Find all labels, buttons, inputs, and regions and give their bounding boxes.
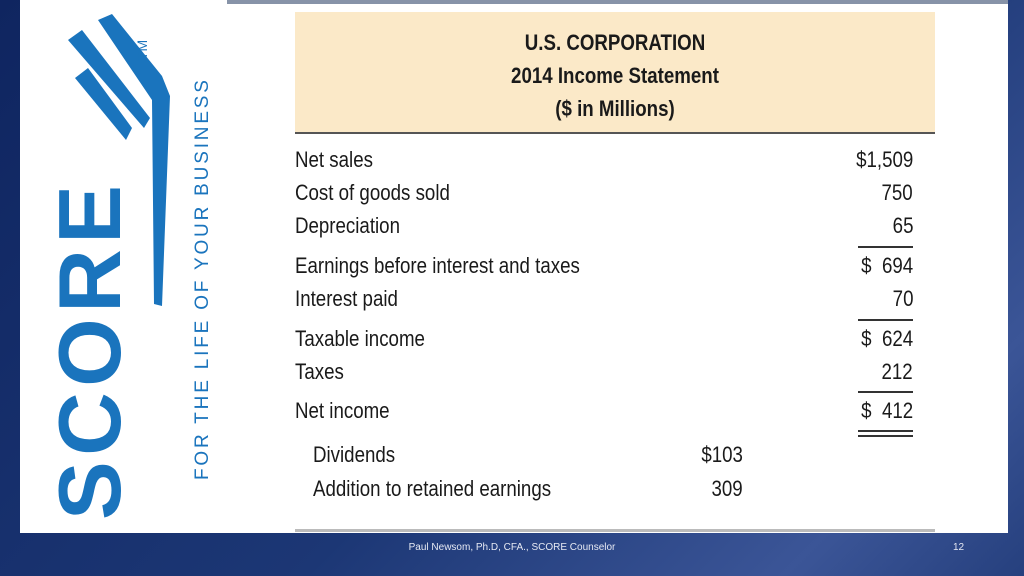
page-number: 12	[953, 542, 965, 553]
total-double-rule	[858, 430, 913, 432]
row-value: 309	[711, 476, 743, 501]
statement-title: U.S. CORPORATION	[524, 30, 706, 55]
income-statement: U.S. CORPORATION 2014 Income Statement (…	[227, 0, 1008, 533]
row-label: Taxable income	[295, 326, 425, 351]
row-label: Cost of goods sold	[295, 180, 450, 205]
row-label: Dividends	[313, 442, 396, 467]
row-dividends: Dividends $103	[295, 442, 913, 468]
statement-subtitle: 2014 Income Statement	[511, 63, 719, 88]
subtotal-rule	[858, 391, 913, 393]
row-cogs: Cost of goods sold 750	[295, 180, 913, 206]
logo-text: SCORE	[40, 185, 139, 520]
row-label: Taxes	[295, 359, 344, 384]
row-value: 65	[892, 213, 913, 238]
logo-panel: SCORE FOR THE LIFE OF YOUR BUSINESS TM	[20, 0, 227, 533]
row-value: $ 694	[861, 253, 913, 278]
logo-tm: TM	[134, 40, 150, 60]
subtotal-rule	[858, 319, 913, 321]
subtotal-rule	[858, 246, 913, 248]
row-depreciation: Depreciation 65	[295, 213, 913, 239]
row-label: Addition to retained earnings	[313, 476, 552, 501]
logo-tagline: FOR THE LIFE OF YOUR BUSINESS	[192, 80, 213, 480]
row-value: 70	[892, 286, 913, 311]
row-net-income: Net income $ 412	[295, 398, 913, 424]
row-retained-earnings: Addition to retained earnings 309	[295, 476, 913, 502]
row-taxes: Taxes 212	[295, 359, 913, 385]
row-label: Interest paid	[295, 286, 398, 311]
score-logo: SCORE FOR THE LIFE OF YOUR BUSINESS TM	[40, 14, 213, 520]
row-value: $ 624	[861, 326, 913, 351]
row-value: 212	[881, 359, 913, 384]
row-taxable-income: Taxable income $ 624	[295, 326, 913, 352]
statement-units: ($ in Millions)	[555, 96, 675, 121]
total-double-rule	[858, 435, 913, 437]
footer-text: Paul Newsom, Ph.D, CFA., SCORE Counselor	[408, 542, 616, 553]
statement-header: U.S. CORPORATION 2014 Income Statement (…	[295, 12, 935, 134]
row-net-sales: Net sales $1,509	[295, 147, 913, 173]
row-label: Depreciation	[295, 213, 400, 238]
bottom-rule	[295, 529, 935, 532]
row-interest: Interest paid 70	[295, 286, 913, 312]
row-value: 750	[881, 180, 913, 205]
row-label: Net sales	[295, 147, 373, 172]
row-ebit: Earnings before interest and taxes $ 694	[295, 253, 913, 279]
row-value: $103	[701, 442, 743, 467]
row-label: Earnings before interest and taxes	[295, 253, 580, 278]
row-label: Net income	[295, 398, 390, 423]
row-value: $ 412	[861, 398, 913, 423]
row-value: $1,509	[855, 147, 913, 172]
